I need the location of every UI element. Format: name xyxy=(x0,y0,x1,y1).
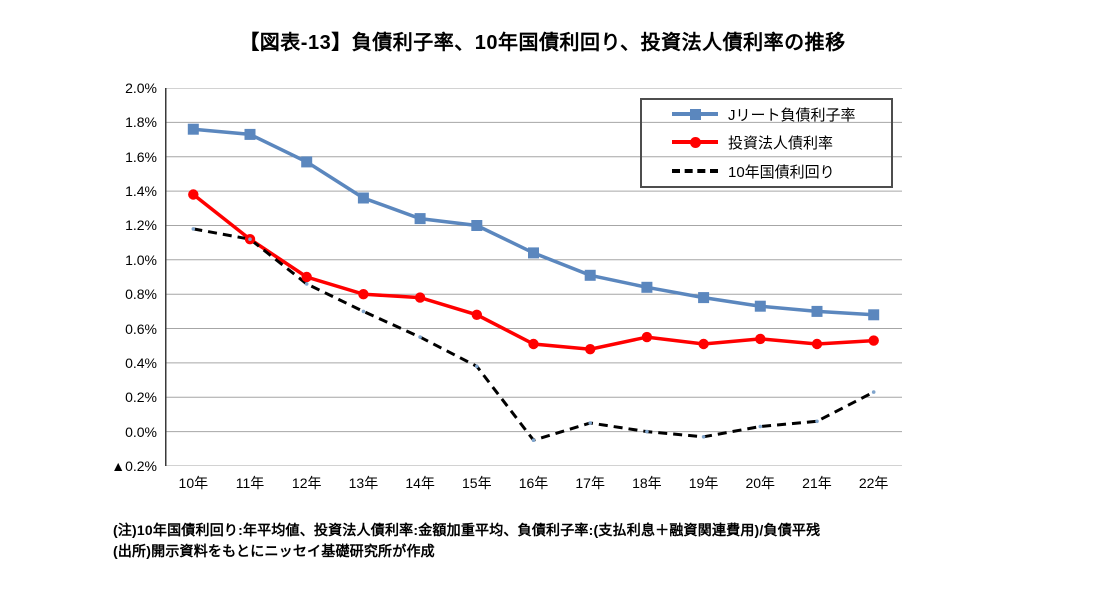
legend-swatch-square-line xyxy=(672,108,718,121)
marker-dot-2 xyxy=(191,227,196,231)
y-tick-label: 1.2% xyxy=(125,217,157,234)
marker-square-0 xyxy=(244,128,256,140)
marker-circle-1 xyxy=(585,344,596,355)
footnote-source: (出所)開示資料をもとにニッセイ基礎研究所が作成 xyxy=(113,543,435,559)
legend-item: Jリート負債利子率 xyxy=(672,102,891,126)
legend-swatch-circle-line xyxy=(672,136,718,149)
marker-square-0 xyxy=(528,247,539,259)
marker-square-0 xyxy=(868,309,880,321)
marker-circle-1 xyxy=(868,335,879,346)
marker-circle-1 xyxy=(301,271,312,283)
marker-dot-2 xyxy=(588,421,592,425)
marker-square-0 xyxy=(811,305,823,317)
marker-dot-2 xyxy=(304,282,309,286)
y-tick-label: 0.0% xyxy=(125,423,157,440)
x-tick-label: 18年 xyxy=(632,475,662,491)
legend-swatch-dashed-line xyxy=(672,165,718,178)
x-tick-label: 14年 xyxy=(405,475,435,491)
footnote-note: (注)10年国債利回り:年平均値、投資法人債利率:金額加重平均、負債利子率:(支… xyxy=(113,522,821,538)
marker-circle-1 xyxy=(698,338,709,350)
marker-circle-1 xyxy=(188,189,199,200)
marker-circle-1 xyxy=(811,338,823,350)
marker-square-0 xyxy=(357,192,369,204)
x-tick-label: 10年 xyxy=(178,475,209,491)
marker-dot-2 xyxy=(758,424,763,429)
x-tick-label: 13年 xyxy=(348,475,379,491)
y-tick-label: 1.4% xyxy=(125,183,157,200)
series-line-2 xyxy=(193,227,875,442)
y-tick-label: 0.2% xyxy=(125,389,157,406)
x-tick-label: 15年 xyxy=(462,475,492,491)
marker-dot-2 xyxy=(248,237,252,241)
marker-circle-1 xyxy=(641,331,653,343)
marker-dot-2 xyxy=(531,438,536,443)
marker-square-0 xyxy=(584,269,596,281)
legend-marker-circle xyxy=(690,137,701,149)
x-tick-label: 17年 xyxy=(575,475,605,491)
marker-dot-2 xyxy=(475,364,479,369)
marker-dot-2 xyxy=(361,309,366,314)
legend-label: Jリート負債利子率 xyxy=(728,106,856,124)
legend-item: 投資法人債利率 xyxy=(672,131,891,155)
x-tick-label: 16年 xyxy=(518,475,549,491)
y-tick-label: ▲0.2% xyxy=(111,458,157,474)
marker-circle-1 xyxy=(528,338,539,350)
y-tick-label: 1.8% xyxy=(125,114,157,131)
marker-dot-2 xyxy=(871,390,876,394)
marker-square-0 xyxy=(187,123,199,135)
legend-label: 投資法人債利率 xyxy=(728,135,834,153)
y-tick-label: 2.0% xyxy=(125,80,157,96)
x-tick-label: 11年 xyxy=(235,475,265,491)
legend: Jリート負債利子率 投資法人債利率 10年国債利回り xyxy=(640,98,893,188)
y-tick-label: 1.0% xyxy=(125,251,157,268)
marker-square-0 xyxy=(698,292,710,304)
marker-dot-2 xyxy=(815,419,819,424)
y-tick-label: 0.8% xyxy=(125,286,157,303)
marker-circle-1 xyxy=(755,333,766,345)
marker-square-0 xyxy=(641,281,653,293)
marker-dot-2 xyxy=(645,429,649,434)
x-tick-label: 21年 xyxy=(802,475,832,491)
series-line-1 xyxy=(192,193,874,351)
marker-dot-2 xyxy=(418,335,422,339)
marker-square-0 xyxy=(471,220,483,231)
marker-circle-1 xyxy=(471,309,482,320)
marker-square-0 xyxy=(301,156,313,168)
legend-item: 10年国債利回り xyxy=(672,160,891,184)
marker-square-0 xyxy=(414,213,426,225)
x-tick-label: 19年 xyxy=(688,475,719,491)
y-tick-label: 1.6% xyxy=(125,148,157,165)
x-tick-label: 22年 xyxy=(858,475,889,491)
x-tick-label: 12年 xyxy=(291,475,322,491)
x-tick-label: 20年 xyxy=(745,475,776,491)
y-tick-label: 0.6% xyxy=(125,320,157,337)
y-tick-label: 0.4% xyxy=(125,354,157,371)
marker-dot-2 xyxy=(701,435,706,439)
marker-square-0 xyxy=(754,300,766,312)
legend-label: 10年国債利回り xyxy=(728,164,835,182)
chart-title: 【図表-13】負債利子率、10年国債利回り、投資法人債利率の推移 xyxy=(239,32,846,54)
plot-area xyxy=(165,87,902,467)
legend-marker-square xyxy=(690,108,701,120)
marker-circle-1 xyxy=(358,289,369,300)
marker-circle-1 xyxy=(414,292,426,303)
